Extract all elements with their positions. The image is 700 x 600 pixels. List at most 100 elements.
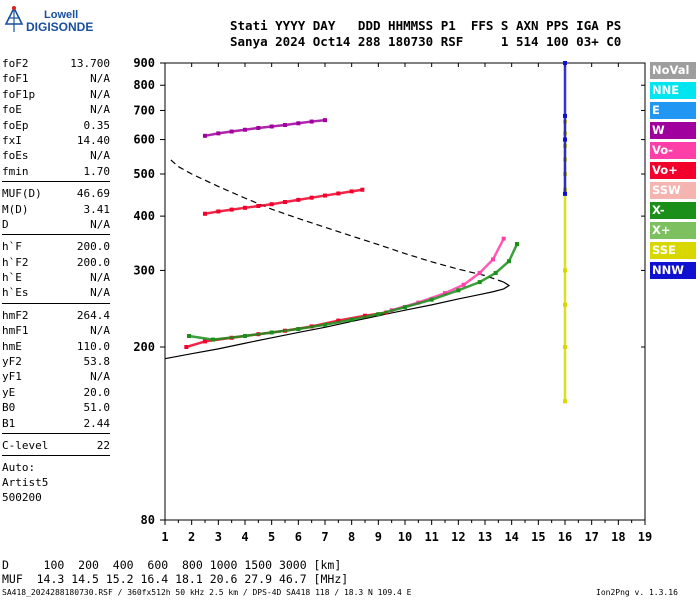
x-tick-label: 10 bbox=[398, 530, 412, 544]
param-row: B1 2.44 bbox=[2, 416, 110, 430]
echo-trace bbox=[430, 289, 460, 301]
echo-trace bbox=[297, 120, 313, 125]
param-row: yF2 53.8 bbox=[2, 355, 110, 369]
x-tick-label: 1 bbox=[161, 530, 168, 544]
x-tick-label: 18 bbox=[611, 530, 625, 544]
legend-item: E bbox=[650, 102, 696, 119]
svg-text:Lowell: Lowell bbox=[44, 9, 78, 21]
param-row: foF2 13.700 bbox=[2, 57, 110, 70]
y-tick-label: 80 bbox=[141, 513, 155, 527]
legend-item: NoVal bbox=[650, 62, 696, 79]
divider bbox=[2, 432, 110, 438]
echo-trace bbox=[507, 242, 519, 263]
echo-trace bbox=[203, 132, 220, 138]
parameter-panel: foF2 13.700 foF1 N/A foF1p N/A foE N/A foEp 0… bbox=[2, 56, 110, 505]
param-row: hmF1 N/A bbox=[2, 324, 110, 338]
header-columns: Stati YYYY DAY DDD HHMMSS P1 FFS S AXN P… bbox=[230, 18, 622, 33]
legend-item: W bbox=[650, 122, 696, 139]
lowell-digisonde-logo: Lowell DIGISONDE bbox=[4, 6, 93, 34]
echo-trace bbox=[257, 202, 273, 208]
echo-trace bbox=[283, 122, 300, 127]
auto-scaler-line: Auto: bbox=[2, 461, 36, 475]
echo-trace bbox=[297, 196, 313, 202]
echo-point bbox=[563, 191, 567, 196]
echo-trace bbox=[230, 206, 247, 211]
divider bbox=[2, 181, 110, 186]
echo-trace bbox=[377, 305, 407, 316]
x-tick-label: 16 bbox=[558, 530, 572, 544]
echo-trace bbox=[323, 318, 353, 327]
x-tick-label: 2 bbox=[188, 530, 195, 544]
echo-trace bbox=[270, 200, 287, 206]
echo-trace bbox=[310, 118, 327, 123]
legend-item: X- bbox=[650, 202, 696, 219]
echo-trace bbox=[297, 323, 327, 331]
echo-trace bbox=[283, 198, 300, 204]
param-row: foEp 0.35 bbox=[2, 118, 110, 132]
param-row: h`F 200.0 bbox=[2, 240, 110, 254]
echo-trace bbox=[403, 298, 433, 309]
param-row: yF1 N/A bbox=[2, 370, 110, 384]
param-row: B0 51.0 bbox=[2, 401, 110, 415]
echo-trace bbox=[350, 312, 380, 322]
echo-trace bbox=[217, 208, 233, 213]
echo-trace bbox=[185, 340, 207, 349]
y-tick-label: 500 bbox=[133, 167, 155, 181]
echo-trace bbox=[457, 280, 481, 292]
echo-point bbox=[360, 187, 365, 192]
legend-item: NNW bbox=[650, 262, 696, 279]
param-row: hmE 110.0 bbox=[2, 339, 110, 353]
echo-trace bbox=[491, 237, 505, 261]
y-tick-label: 300 bbox=[133, 263, 155, 277]
legend-item: Vo- bbox=[650, 142, 696, 159]
echo-trace bbox=[478, 271, 497, 284]
param-row: C-level 22 bbox=[2, 438, 110, 452]
footer-file-info: SA418_2024288180730.RSF / 360fx512h 50 k… bbox=[2, 588, 412, 597]
param-row: fxI 14.40 bbox=[2, 133, 110, 147]
footer-version: Ion2Png v. 1.3.16 bbox=[596, 588, 678, 597]
echo-point bbox=[515, 242, 519, 247]
echo-trace bbox=[310, 194, 327, 199]
header-values: Sanya 2024 Oct14 288 180730 RSF 1 514 10… bbox=[230, 34, 622, 49]
echo-trace bbox=[217, 130, 233, 135]
echo-trace bbox=[243, 204, 260, 210]
x-tick-label: 19 bbox=[638, 530, 652, 544]
echo-trace bbox=[323, 192, 340, 197]
echo-point bbox=[501, 236, 506, 241]
param-row: foE N/A bbox=[2, 103, 110, 117]
muf-row: MUF 14.3 14.5 15.2 16.4 18.1 20.6 27.9 4… bbox=[2, 572, 349, 586]
echo-trace bbox=[337, 190, 353, 195]
param-row: MUF(D) 46.69 bbox=[2, 187, 110, 201]
param-row: h`Es N/A bbox=[2, 286, 110, 300]
x-tick-label: 3 bbox=[215, 530, 222, 544]
x-tick-label: 9 bbox=[375, 530, 382, 544]
svg-text:DIGISONDE: DIGISONDE bbox=[26, 20, 93, 34]
echo-trace bbox=[203, 210, 220, 216]
echo-trace bbox=[270, 123, 287, 128]
echo-trace bbox=[211, 334, 247, 341]
param-row: yE 20.0 bbox=[2, 385, 110, 399]
y-tick-label: 200 bbox=[133, 340, 155, 354]
param-row: fmin 1.70 bbox=[2, 164, 110, 178]
param-row: foEs N/A bbox=[2, 149, 110, 163]
legend-item: SSE bbox=[650, 242, 696, 259]
distance-row: D 100 200 400 600 800 1000 1500 3000 [km… bbox=[2, 558, 342, 572]
y-tick-label: 700 bbox=[133, 103, 155, 117]
echo-trace bbox=[443, 283, 465, 295]
x-tick-label: 11 bbox=[424, 530, 438, 544]
param-row: M(D) 3.41 bbox=[2, 202, 110, 216]
param-row: hmF2 264.4 bbox=[2, 308, 110, 322]
auto-scaler-line: 500200 bbox=[2, 491, 42, 505]
x-tick-label: 12 bbox=[451, 530, 465, 544]
x-tick-label: 6 bbox=[295, 530, 302, 544]
echo-trace bbox=[462, 271, 481, 287]
legend-item: X+ bbox=[650, 222, 696, 239]
x-tick-label: 17 bbox=[584, 530, 598, 544]
x-tick-label: 5 bbox=[268, 530, 275, 544]
param-row: foF1 N/A bbox=[2, 72, 110, 86]
y-tick-label: 900 bbox=[133, 56, 155, 70]
legend-item: SSW bbox=[650, 182, 696, 199]
legend: NoVal NNE E W Vo- Vo+ SSW X- X+ SSE NNW bbox=[650, 62, 696, 282]
profile-dashed-line bbox=[169, 159, 504, 283]
